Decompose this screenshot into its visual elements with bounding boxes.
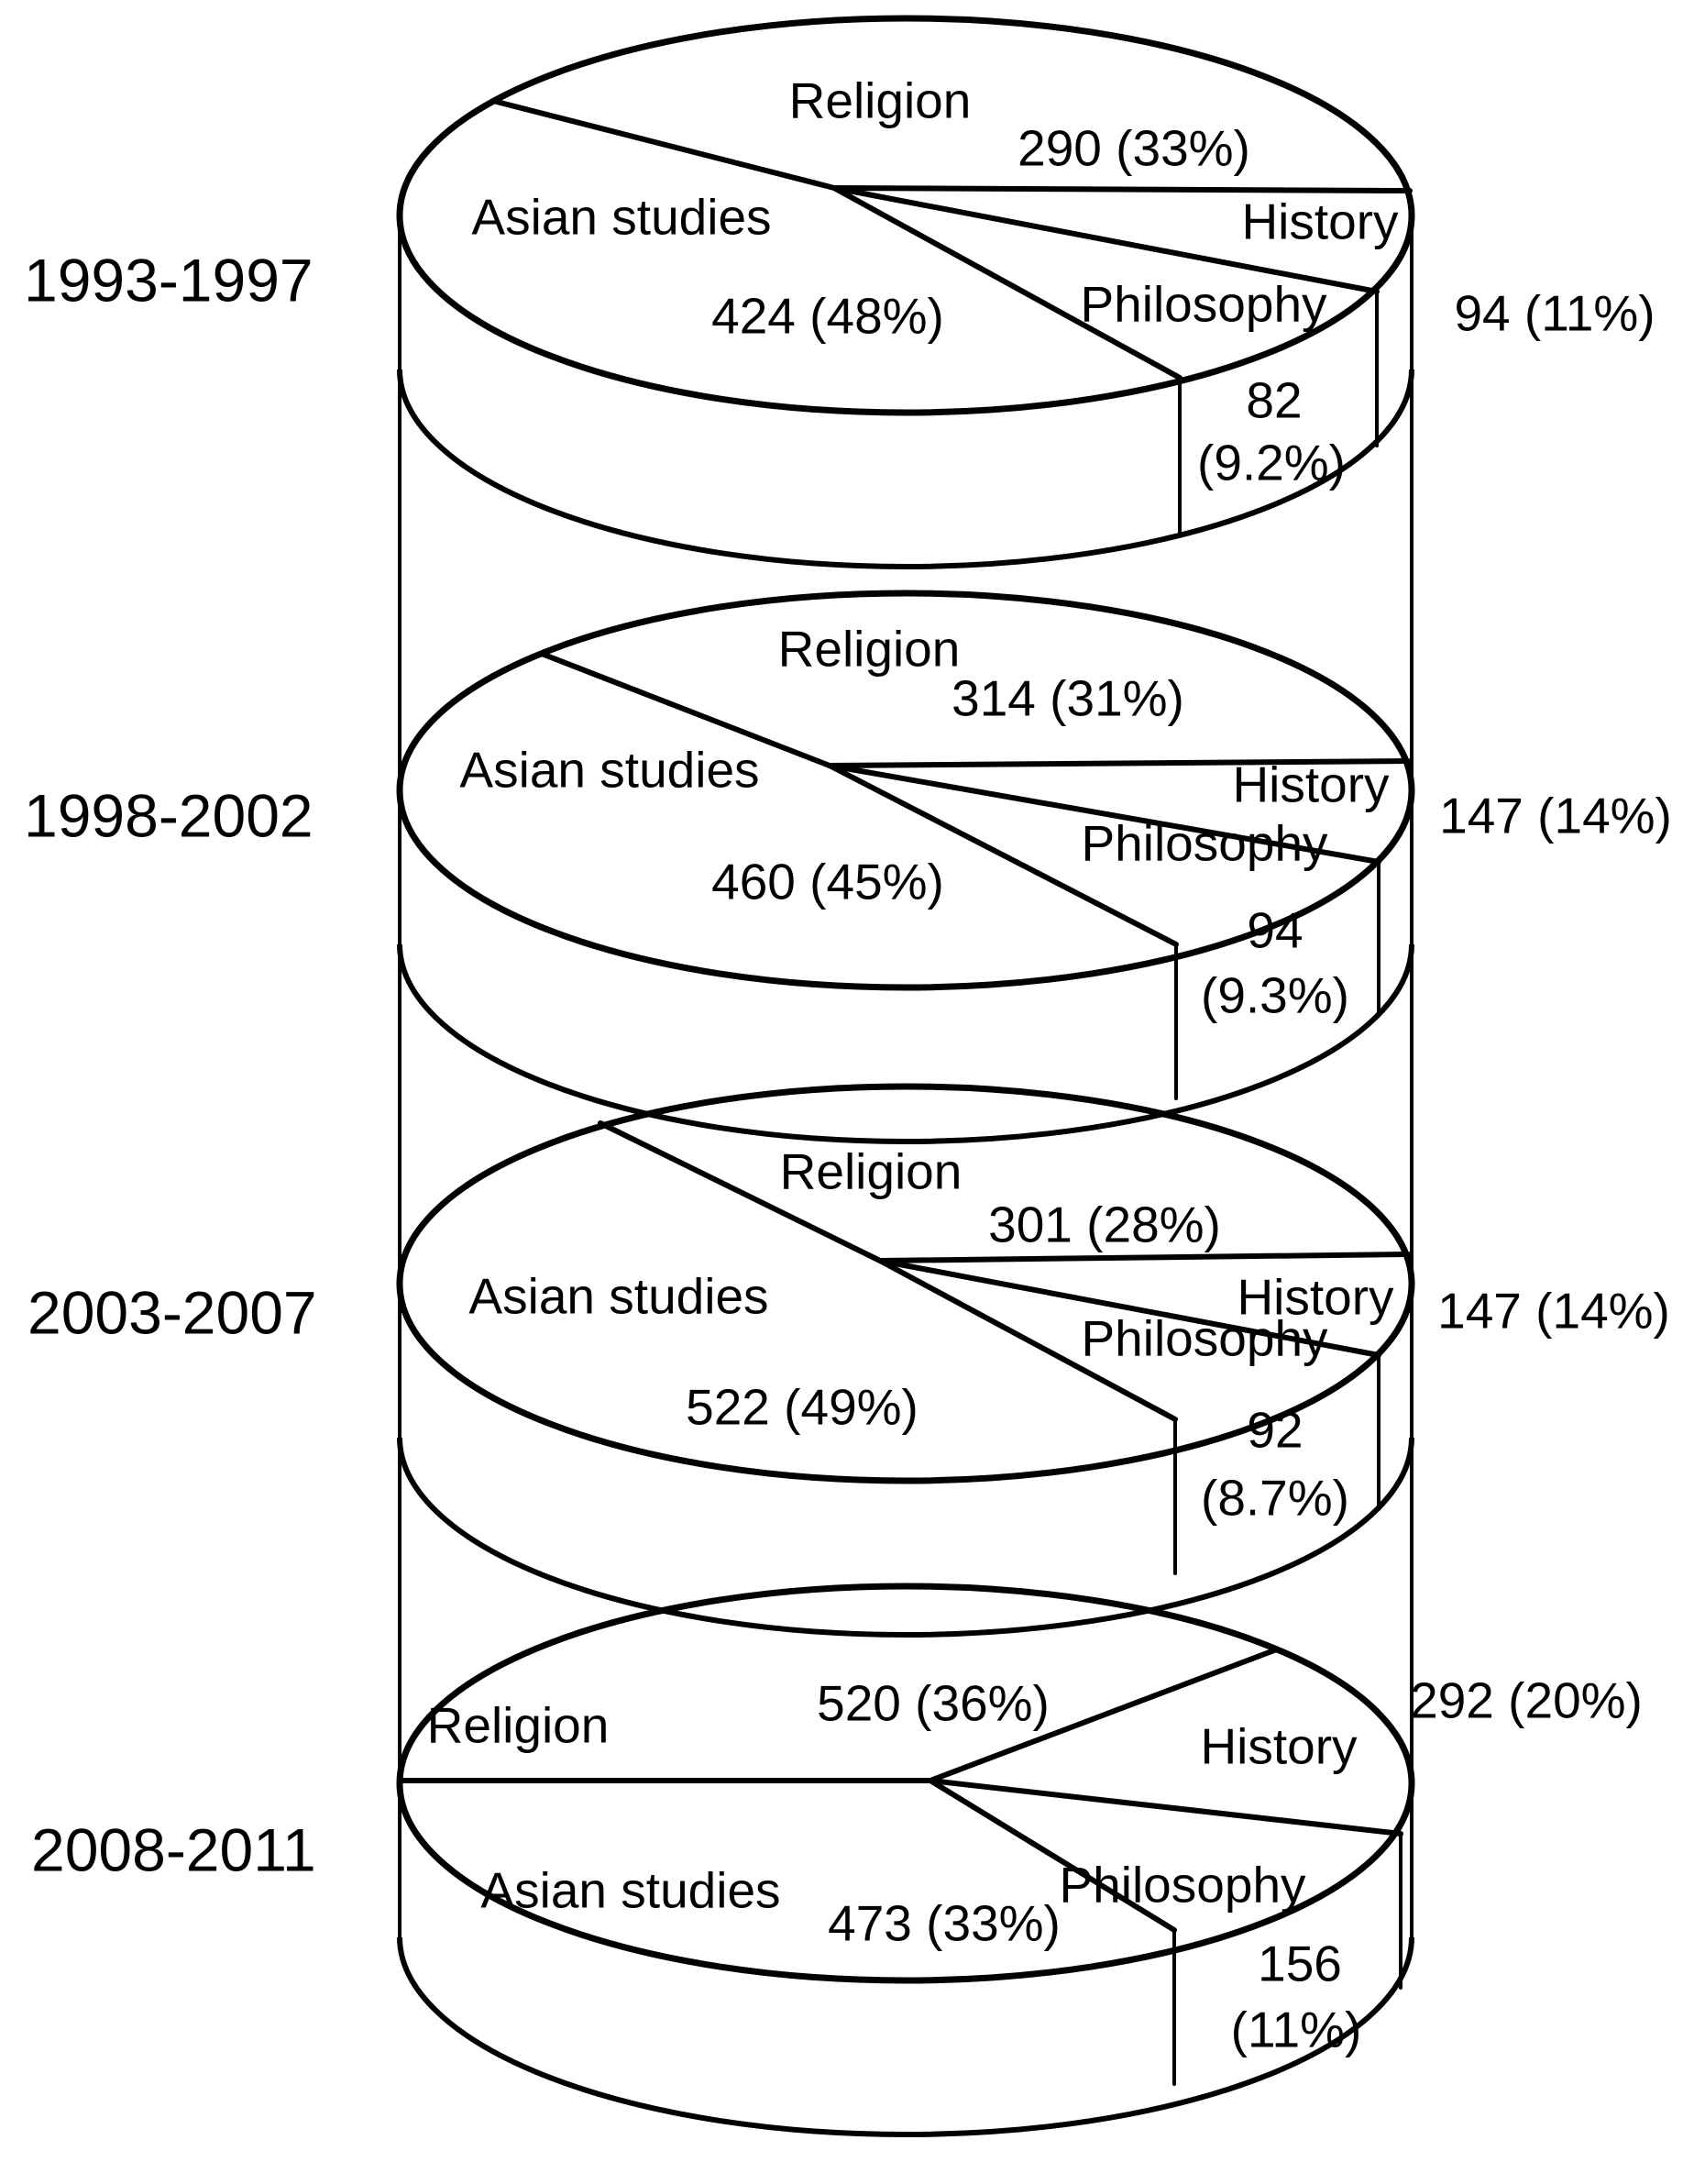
pie1-religion-slice-label: Religion — [788, 72, 972, 129]
period-label-1: 1993-1997 — [24, 246, 314, 314]
pie1-religion-value-label: 290 (33%) — [1018, 119, 1250, 177]
pie1-philosophy-slice-label: Philosophy — [1080, 275, 1327, 333]
pie3-religion-slice-label: Religion — [779, 1142, 962, 1200]
pie3-asian-studies-slice-label: Asian studies — [468, 1267, 769, 1325]
pie4-asian-studies-value-label: 473 (33%) — [828, 1894, 1061, 1952]
pie3-asian-studies-value-label: 522 (49%) — [686, 1378, 918, 1436]
pie2-history-slice-label: History — [1232, 756, 1390, 813]
pie4-religion-value-label: 520 (36%) — [817, 1674, 1050, 1732]
pie2-history-value-label: 147 (14%) — [1439, 787, 1672, 844]
pie3-history-slice-label: History — [1237, 1268, 1394, 1326]
pie2-asian-studies-slice-label: Asian studies — [459, 741, 760, 799]
pie1-asian-studies-slice-label: Asian studies — [471, 188, 772, 246]
pie1-asian-studies-value-label: 424 (48%) — [711, 287, 944, 345]
pie3-philosophy-slice-label: Philosophy — [1081, 1309, 1328, 1367]
pie4-philosophy-slice-label: Philosophy — [1059, 1856, 1306, 1914]
pie2-religion-value-label: 314 (31%) — [952, 669, 1184, 727]
pie4-history-value-label: 292 (20%) — [1410, 1671, 1643, 1729]
pie3-history-value-label: 147 (14%) — [1437, 1282, 1670, 1340]
period-label-3: 2003-2007 — [28, 1278, 317, 1347]
pie4-philosophy-value-line1: 156 — [1258, 1935, 1342, 1992]
pie1-philosophy-value-line1: 82 — [1246, 371, 1303, 429]
pie2-religion-slice-label: Religion — [777, 620, 961, 678]
pie2-philosophy-value-line2: (9.3%) — [1201, 966, 1349, 1024]
pie4-religion-slice-label: Religion — [426, 1696, 610, 1754]
pie3-philosophy-value-line2: (8.7%) — [1201, 1469, 1349, 1527]
pie4-asian-studies-slice-label: Asian studies — [480, 1861, 781, 1919]
period-label-4: 2008-2011 — [31, 1815, 316, 1884]
pie2-philosophy-slice-label: Philosophy — [1081, 814, 1328, 872]
pie2-philosophy-value-line1: 94 — [1247, 901, 1304, 959]
period-label-2: 1998-2002 — [24, 781, 314, 850]
pie4-philosophy-value-line2: (11%) — [1230, 2001, 1362, 2058]
pie1-history-slice-label: History — [1241, 193, 1399, 250]
pie1-philosophy-value-line2: (9.2%) — [1197, 434, 1346, 491]
pie4-history-slice-label: History — [1200, 1717, 1358, 1775]
pie1-history-value-label: 94 (11%) — [1454, 284, 1656, 342]
pie3-philosophy-value-line1: 92 — [1247, 1401, 1304, 1459]
pie3-religion-value-label: 301 (28%) — [988, 1196, 1221, 1253]
pie2-asian-studies-value-label: 460 (45%) — [711, 853, 944, 910]
